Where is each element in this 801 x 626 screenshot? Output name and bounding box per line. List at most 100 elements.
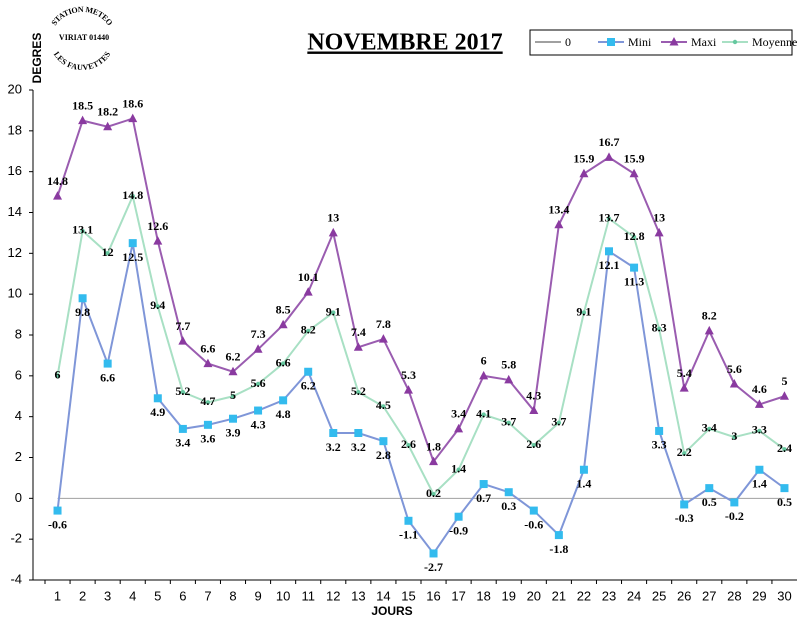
point-marker (203, 420, 212, 429)
data-label: 5.2 (351, 384, 366, 398)
legend-marker (669, 37, 679, 46)
point-marker (254, 406, 263, 415)
x-tick-label: 26 (677, 588, 691, 603)
y-tick-label: 2 (15, 449, 22, 464)
data-label: 1.4 (752, 477, 767, 491)
point-marker (554, 219, 564, 229)
x-tick-label: 16 (426, 588, 440, 603)
point-marker (328, 227, 338, 237)
data-label: 5.4 (677, 366, 692, 380)
point-marker (630, 263, 639, 272)
data-label: 16.7 (599, 135, 620, 149)
x-tick-label: 21 (552, 588, 566, 603)
data-label: 4.3 (526, 388, 541, 402)
point-marker (105, 251, 110, 256)
legend-marker (732, 39, 738, 45)
data-label: 4.6 (752, 382, 767, 396)
point-marker (356, 389, 361, 395)
point-marker (103, 359, 112, 368)
point-marker (506, 420, 511, 425)
data-label: 13 (653, 211, 665, 225)
point-marker (531, 443, 536, 448)
point-marker (431, 492, 436, 497)
data-label: 11.3 (624, 274, 644, 288)
x-tick-label: 13 (351, 588, 365, 603)
data-label: 3.6 (200, 432, 215, 446)
y-tick-label: 10 (8, 286, 22, 301)
data-label: -1.8 (549, 542, 568, 556)
x-tick-label: 4 (129, 588, 136, 603)
data-label: 9.4 (150, 298, 165, 312)
data-label: 2.6 (401, 437, 416, 451)
x-tick-label: 20 (527, 588, 541, 603)
series-line (56, 117, 785, 464)
x-tick-label: 17 (451, 588, 465, 603)
data-label: 3.4 (702, 421, 717, 435)
data-label: 9.1 (576, 304, 591, 318)
data-label: 14.8 (122, 188, 143, 202)
data-label: 6 (55, 368, 61, 382)
point-marker (454, 423, 464, 433)
point-marker (55, 373, 60, 379)
legend-label: Moyenne (752, 35, 797, 49)
logo-text: LES FAUVETTES (52, 49, 112, 72)
data-label: 10.1 (298, 270, 319, 284)
data-label: 18.2 (97, 105, 118, 119)
x-tick-label: 5 (154, 588, 161, 603)
point-marker (579, 168, 589, 178)
data-label: 0.5 (777, 495, 792, 509)
point-marker (680, 500, 689, 509)
legend-label: Mini (628, 35, 652, 49)
point-marker (178, 424, 187, 433)
data-label: 0.7 (476, 491, 491, 505)
data-label: -0.3 (675, 511, 694, 525)
point-marker (78, 115, 88, 125)
data-label: -0.6 (524, 517, 543, 531)
point-marker (381, 404, 386, 409)
point-marker (705, 484, 714, 493)
point-marker (581, 310, 587, 315)
point-marker (454, 512, 463, 521)
x-tick-label: 8 (229, 588, 236, 603)
point-marker (403, 385, 413, 394)
point-marker (155, 304, 160, 309)
y-tick-label: 0 (15, 490, 22, 505)
data-label: 0.3 (501, 499, 516, 513)
data-label: 4.9 (150, 405, 165, 419)
x-tick-label: 15 (401, 588, 415, 603)
data-label: 13 (327, 211, 339, 225)
data-label: 6.6 (200, 341, 215, 355)
point-marker (379, 437, 388, 446)
point-marker (655, 426, 664, 435)
data-label: 18.5 (72, 98, 93, 112)
x-tick-label: 3 (104, 588, 111, 603)
logo-top: STATION METEO (49, 5, 114, 27)
point-marker (605, 247, 613, 256)
data-label: 5 (230, 388, 236, 402)
data-label: -1.1 (399, 528, 418, 542)
data-label: 8.3 (652, 321, 667, 335)
data-label: 6.6 (276, 355, 291, 369)
x-tick-label: 24 (627, 588, 641, 603)
point-marker (429, 456, 439, 466)
data-label: 5 (781, 374, 787, 388)
point-marker (755, 465, 764, 474)
point-marker (730, 498, 739, 507)
chart-title: NOVEMBRE 2017 (307, 30, 502, 56)
data-label: 15.9 (624, 151, 645, 165)
point-marker (654, 227, 664, 237)
x-tick-label: 28 (727, 588, 741, 603)
data-label: 5.3 (401, 368, 416, 382)
data-label: 4.5 (376, 398, 391, 412)
data-label: 3 (731, 429, 737, 443)
data-label: 3.7 (501, 415, 516, 429)
data-label: 1.4 (451, 462, 466, 476)
data-label: 3.4 (451, 407, 466, 421)
data-label: 6.2 (226, 350, 241, 364)
data-label: 2.4 (777, 441, 792, 455)
data-label: 12.6 (147, 219, 168, 233)
data-label: -0.2 (725, 509, 744, 523)
point-marker (679, 383, 689, 392)
point-marker (303, 287, 313, 296)
